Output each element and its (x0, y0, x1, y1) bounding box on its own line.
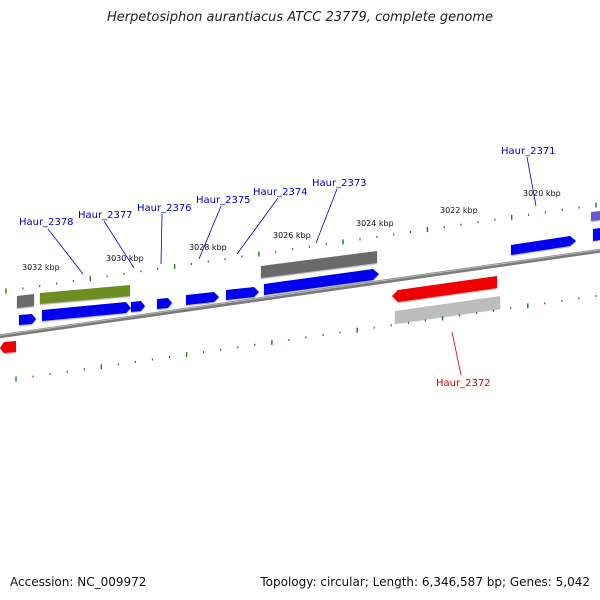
leader-haur-2378 (47, 228, 84, 275)
leader-haur-2375 (198, 205, 222, 260)
label-haur-2375[interactable]: Haur_2375 (196, 195, 251, 206)
gene-haur-2377-arrow[interactable] (42, 302, 131, 321)
gene-gray-left[interactable] (17, 294, 34, 308)
label-haur-2373[interactable]: Haur_2373 (312, 178, 367, 189)
leader-haur-2371 (526, 156, 537, 207)
gene-gray-mid[interactable] (261, 251, 377, 278)
inner-tick-track (15, 295, 597, 382)
label-haur-2374[interactable]: Haur_2374 (253, 187, 308, 198)
label-haur-2377[interactable]: Haur_2377 (78, 210, 133, 221)
leader-haur-2374 (236, 197, 279, 255)
scale-label-3028: 3028 kbp (189, 243, 227, 252)
scale-label-3020: 3020 kbp (523, 189, 561, 198)
gene-haur-2378-arrow[interactable] (19, 314, 36, 325)
leader-haur-2372 (451, 331, 462, 376)
label-haur-2378[interactable]: Haur_2378 (19, 217, 74, 228)
gene-red-left-edge[interactable] (0, 341, 16, 353)
genome-summary-text: Topology: circular; Length: 6,346,587 bp… (260, 575, 590, 589)
genome-backbone (0, 248, 600, 339)
gene-small-arrow[interactable] (157, 298, 172, 309)
genome-backbone-highlight (0, 249, 600, 336)
scale-label-3026: 3026 kbp (273, 231, 311, 240)
label-haur-2371[interactable]: Haur_2371 (501, 146, 556, 157)
gene-haur-2374-arrow[interactable] (226, 287, 259, 300)
gene-haur-2375-arrow[interactable] (186, 292, 219, 305)
gene-right-edge-b[interactable] (593, 228, 600, 241)
gene-light-gray[interactable] (395, 296, 500, 323)
scale-label-3024: 3024 kbp (356, 219, 394, 228)
gene-haur-2376-arrow[interactable] (131, 301, 145, 312)
outer-tick-track (5, 202, 597, 294)
gene-haur-2371-arrow[interactable] (511, 236, 576, 255)
leader-haur-2377 (103, 220, 135, 269)
leader-haur-2376 (160, 213, 163, 265)
label-haur-2376[interactable]: Haur_2376 (137, 203, 192, 214)
genome-title: Herpetosiphon aurantiacus ATCC 23779, co… (106, 10, 494, 25)
gene-haur-2373-arrow[interactable] (264, 269, 379, 295)
gene-haur-2372-arrow[interactable] (392, 276, 497, 302)
scale-label-3022: 3022 kbp (440, 206, 478, 215)
leader-haur-2373 (315, 188, 338, 244)
label-haur-2372[interactable]: Haur_2372 (436, 378, 491, 389)
accession-text: Accession: NC_009972 (10, 575, 147, 589)
scale-label-3030: 3030 kbp (106, 254, 144, 263)
gene-right-edge-a[interactable] (591, 211, 600, 221)
scale-label-3032: 3032 kbp (22, 263, 60, 272)
gene-olive[interactable] (40, 285, 130, 304)
